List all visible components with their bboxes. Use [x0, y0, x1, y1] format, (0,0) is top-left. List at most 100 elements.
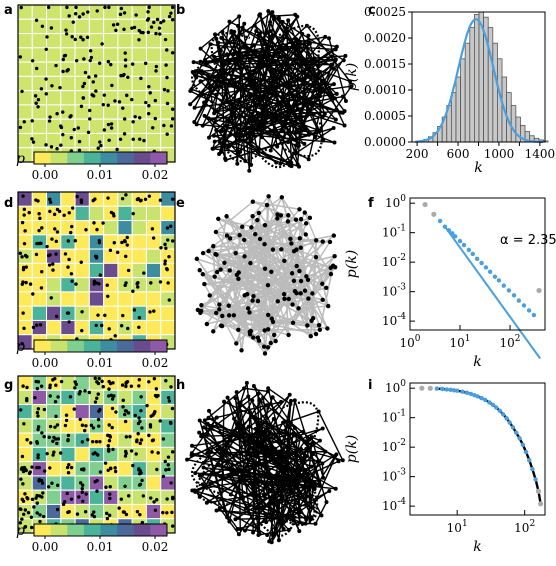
network-node [185, 457, 190, 462]
node-dot [137, 416, 141, 420]
network-node [312, 56, 317, 61]
node-dot [41, 491, 45, 495]
network-node [307, 41, 312, 46]
map-cell [103, 262, 119, 279]
node-dot [72, 127, 76, 132]
node-dot [165, 101, 170, 106]
network-node [202, 281, 207, 287]
map-cell [17, 47, 33, 63]
network-node [266, 386, 271, 391]
network-node [192, 105, 197, 110]
node-dot [84, 228, 88, 232]
node-dot [103, 313, 107, 318]
histogram-bar [464, 42, 471, 143]
network-node [268, 20, 273, 25]
y-tick-label: 0.0000 [364, 135, 406, 149]
node-dot [88, 108, 92, 113]
network-node [286, 128, 291, 133]
node-dot [48, 200, 53, 205]
node-dot [140, 426, 144, 430]
network-node [329, 54, 334, 59]
node-dot [52, 450, 56, 454]
node-dot [48, 115, 52, 119]
network-node [235, 161, 240, 166]
network-node [265, 312, 271, 318]
node-dot [48, 466, 52, 470]
network-edge [304, 212, 317, 241]
map-cell [88, 503, 105, 520]
map-cell [88, 404, 105, 420]
network-node [301, 429, 306, 434]
network-node [249, 162, 254, 167]
network-node [297, 268, 302, 274]
node-dot [54, 63, 58, 68]
network-node [204, 432, 209, 437]
node-dot [79, 104, 84, 109]
node-dot [158, 419, 162, 423]
node-dot [77, 139, 82, 144]
network-edge [284, 287, 327, 300]
node-dot [162, 123, 166, 128]
map-cell [88, 277, 105, 293]
node-dot [149, 25, 154, 29]
map-cell [31, 262, 48, 279]
map-cell [160, 277, 176, 293]
network-node [272, 332, 277, 338]
network-node [206, 116, 211, 121]
node-dot [80, 328, 84, 333]
network-node [201, 425, 206, 430]
network-node [231, 52, 236, 57]
node-dot [170, 524, 175, 528]
network-node [238, 526, 243, 531]
network-node [283, 487, 288, 492]
node-dot [156, 451, 160, 455]
network-node [271, 501, 276, 506]
network-node [306, 33, 311, 38]
network-node [293, 217, 299, 222]
network-node [190, 443, 195, 448]
map-cell [46, 305, 62, 321]
network-node [294, 53, 299, 58]
network-node [303, 96, 308, 101]
network-node [240, 25, 245, 30]
node-dot [68, 395, 73, 399]
node-dot [23, 525, 27, 529]
node-dot [165, 132, 169, 136]
node-dot [139, 438, 144, 442]
node-dot [111, 381, 115, 385]
data-point [501, 283, 506, 288]
network-edge [235, 516, 312, 520]
node-dot [108, 435, 112, 439]
map-cell [131, 446, 147, 463]
network-node [300, 122, 305, 127]
node-dot [138, 199, 143, 203]
node-dot [53, 425, 57, 429]
map-cell [145, 503, 162, 520]
network-node [220, 29, 225, 34]
x-tick-label: 1400 [525, 147, 556, 161]
network-node [224, 440, 229, 445]
node-dot [23, 229, 27, 233]
data-point [497, 408, 503, 414]
network-node [237, 475, 242, 480]
map-cell [131, 220, 147, 236]
network-node [245, 64, 250, 69]
node-dot [70, 35, 74, 39]
node-dot [121, 313, 125, 318]
histogram-bar [543, 140, 549, 143]
node-dot [113, 334, 117, 338]
network-edge [261, 62, 273, 138]
network-node [295, 128, 300, 133]
network-node [222, 44, 227, 49]
network-node [309, 100, 314, 105]
network-edge [292, 273, 332, 324]
network-node [316, 64, 321, 69]
network-node [323, 34, 328, 39]
network-edge [261, 48, 337, 99]
node-dot [85, 35, 90, 40]
data-point [450, 231, 455, 236]
node-dot [93, 254, 98, 258]
network-node [247, 115, 252, 120]
map-cell [31, 33, 48, 49]
network-edge [279, 127, 334, 165]
